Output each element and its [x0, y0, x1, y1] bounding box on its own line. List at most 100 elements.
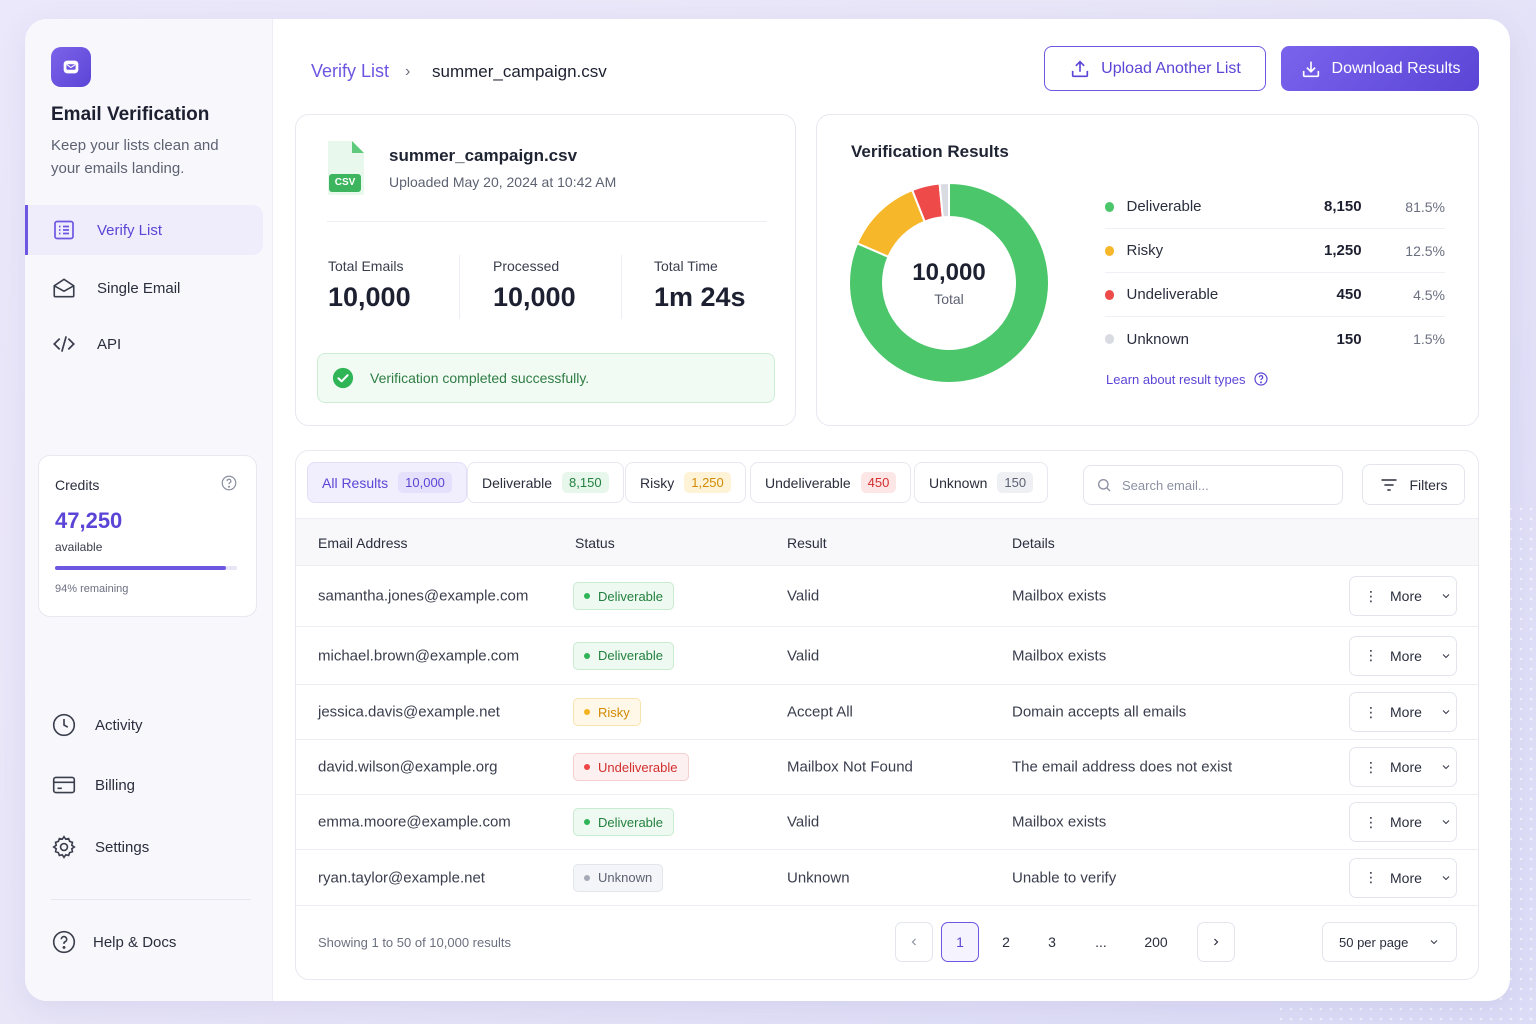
- chevron-down-icon: [1442, 820, 1450, 825]
- credits-remaining: 94% remaining: [55, 583, 129, 595]
- more-button[interactable]: ⋮ More: [1349, 857, 1457, 898]
- column-header: Result: [787, 535, 827, 551]
- search-email-input[interactable]: [1122, 477, 1322, 493]
- filter-icon: [1381, 478, 1397, 491]
- file-summary-card: CSV summer_campaign.csv Uploaded May 20,…: [295, 114, 796, 426]
- sidebar-item-label: Verify List: [97, 221, 163, 239]
- pagination-page-200[interactable]: 200: [1144, 934, 1168, 950]
- pagination-page-3[interactable]: 3: [1048, 934, 1056, 950]
- table-header: Email Address Status Result Details: [296, 518, 1478, 566]
- legend-row-unknown: Unknown 150 1.5%: [1105, 317, 1445, 361]
- showing-results-text: Showing 1 to 50 of 10,000 results: [318, 935, 511, 950]
- column-header: Status: [575, 535, 615, 551]
- legend-name: Deliverable: [1126, 198, 1202, 215]
- legend-dot: [1105, 201, 1115, 212]
- row-result: Accept All: [787, 703, 853, 721]
- sidebar-item-help[interactable]: Help & Docs: [25, 917, 263, 967]
- row-email: ryan.taylor@example.net: [318, 869, 485, 886]
- tab-deliverable[interactable]: Deliverable 8,150: [467, 462, 624, 503]
- more-button[interactable]: ⋮ More: [1349, 635, 1457, 676]
- sidebar-item-verify-list[interactable]: Verify List: [25, 205, 263, 255]
- donut-slice-deliverable: [848, 181, 1050, 384]
- chevron-left-icon: [911, 938, 916, 946]
- pagination-prev-button[interactable]: [895, 922, 933, 962]
- question-circle-icon: [51, 929, 77, 955]
- tab-risky[interactable]: Risky 1,250: [625, 462, 746, 503]
- filters-button[interactable]: Filters: [1362, 464, 1465, 505]
- learn-result-types-link[interactable]: Learn about result types: [1106, 371, 1269, 387]
- tab-label: Unknown: [929, 474, 988, 491]
- row-status: Deliverable: [573, 808, 675, 836]
- status-badge: Undeliverable: [573, 753, 689, 781]
- upload-another-list-button[interactable]: Upload Another List: [1044, 46, 1266, 91]
- status-label: Unknown: [598, 870, 653, 885]
- row-result: Valid: [787, 647, 820, 664]
- help-circle-icon[interactable]: [220, 474, 238, 497]
- legend-percent: 12.5%: [1405, 242, 1445, 259]
- mail-logo-icon: [63, 60, 79, 74]
- more-button[interactable]: ⋮ More: [1349, 576, 1457, 616]
- legend-dot: [1105, 334, 1115, 344]
- pagination-page-1[interactable]: 1: [941, 922, 979, 962]
- chevron-down-icon: [1442, 875, 1450, 880]
- per-page-select[interactable]: 50 per page: [1322, 922, 1457, 962]
- stat-value: 1m 24s: [654, 282, 746, 312]
- status-dot: [584, 593, 590, 599]
- sidebar-item-api[interactable]: API: [25, 319, 263, 369]
- credits-card: Credits 47,250 available 94% remaining: [38, 455, 257, 617]
- download-results-button[interactable]: Download Results: [1281, 46, 1479, 91]
- status-badge: Unknown: [573, 863, 664, 892]
- code-icon: [51, 331, 77, 357]
- app-logo: [51, 47, 91, 87]
- column-header: Email Address: [318, 535, 408, 551]
- pagination-page-2[interactable]: 2: [1002, 934, 1010, 950]
- csv-badge: CSV: [334, 177, 356, 188]
- tab-all-results[interactable]: All Results 10,000: [307, 462, 467, 503]
- more-button[interactable]: ⋮ More: [1349, 747, 1457, 787]
- sidebar-divider: [51, 899, 251, 900]
- credits-progress-bar: [55, 566, 237, 570]
- sidebar-item-activity[interactable]: Activity: [25, 700, 263, 750]
- more-button[interactable]: ⋮ More: [1349, 692, 1457, 732]
- app-window: Email Verification Keep your lists clean…: [25, 19, 1510, 1001]
- kebab-icon: ⋮: [1364, 647, 1378, 663]
- legend-dot: [1105, 245, 1115, 256]
- stat-processed: Processed 10,000: [493, 258, 576, 313]
- chevron-down-icon: [1442, 765, 1450, 770]
- donut-center: 10,000 Total: [847, 181, 1051, 385]
- stat-total-emails: Total Emails 10,000: [328, 258, 411, 313]
- kebab-icon: ⋮: [1364, 813, 1378, 830]
- sidebar-item-single-email[interactable]: Single Email: [25, 263, 263, 313]
- sidebar-item-label: Activity: [95, 716, 143, 734]
- tab-label: All Results: [322, 474, 389, 491]
- pagination-next-button[interactable]: [1197, 922, 1235, 962]
- legend-percent: 1.5%: [1413, 331, 1445, 347]
- kebab-icon: ⋮: [1364, 587, 1378, 604]
- legend-row-undeliverable: Undeliverable 450 4.5%: [1105, 273, 1445, 317]
- table-row: emma.moore@example.com Deliverable Valid…: [296, 795, 1478, 850]
- row-details: The email address does not exist: [1012, 758, 1233, 776]
- row-email: michael.brown@example.com: [318, 647, 520, 664]
- sidebar-item-label: Single Email: [97, 279, 181, 297]
- tab-undeliverable[interactable]: Undeliverable 450: [750, 462, 912, 503]
- more-button[interactable]: ⋮ More: [1349, 802, 1457, 842]
- sidebar-item-settings[interactable]: Settings: [25, 822, 263, 872]
- kebab-icon: ⋮: [1364, 703, 1378, 720]
- search-icon: [1098, 479, 1111, 492]
- sidebar-item-label: Help & Docs: [93, 933, 177, 951]
- breadcrumb-root[interactable]: Verify List: [311, 61, 390, 81]
- row-details: Mailbox exists: [1012, 647, 1107, 664]
- legend-percent: 81.5%: [1405, 198, 1445, 215]
- row-result: Unknown: [787, 869, 850, 886]
- sidebar-item-label: Settings: [95, 838, 150, 856]
- download-button-label: Download Results: [1331, 59, 1461, 77]
- status-dot: [584, 819, 590, 825]
- sidebar-item-billing[interactable]: Billing: [25, 760, 263, 810]
- tab-unknown[interactable]: Unknown 150: [914, 462, 1049, 503]
- legend-percent: 4.5%: [1413, 286, 1445, 303]
- stat-label: Processed: [493, 258, 560, 274]
- chevron-down-icon: [1430, 940, 1438, 945]
- file-uploaded-date: Uploaded May 20, 2024 at 10:42 AM: [389, 174, 617, 190]
- learn-link-label: Learn about result types: [1106, 371, 1246, 387]
- legend-count: 450: [1336, 286, 1362, 303]
